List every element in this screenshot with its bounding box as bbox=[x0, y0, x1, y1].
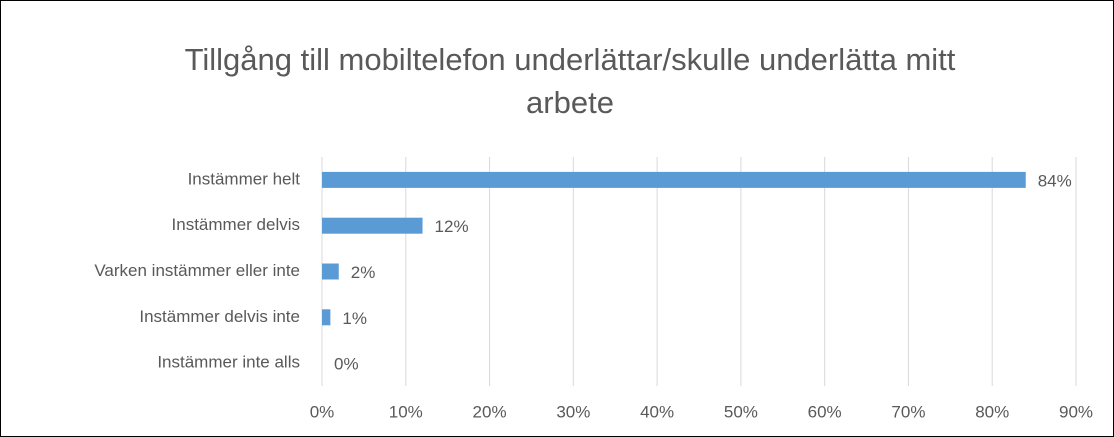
data-label: 1% bbox=[342, 309, 367, 328]
x-tick-label: 30% bbox=[556, 402, 590, 421]
x-tick-label: 50% bbox=[724, 402, 758, 421]
x-tick-label: 20% bbox=[473, 402, 507, 421]
bar bbox=[322, 217, 423, 234]
x-tick-label: 10% bbox=[389, 402, 423, 421]
x-tick-label: 60% bbox=[808, 402, 842, 421]
data-label: 12% bbox=[435, 217, 469, 236]
bar bbox=[322, 263, 339, 280]
y-tick-label: Varken instämmer eller inte bbox=[94, 261, 300, 280]
bar bbox=[322, 171, 1026, 188]
x-tick-label: 90% bbox=[1059, 402, 1093, 421]
y-tick-label: Instämmer delvis bbox=[172, 215, 300, 234]
data-label: 2% bbox=[351, 263, 376, 282]
y-tick-label: Instämmer inte alls bbox=[157, 353, 300, 372]
x-tick-label: 40% bbox=[640, 402, 674, 421]
x-tick-label: 80% bbox=[975, 402, 1009, 421]
x-tick-label: 0% bbox=[310, 402, 335, 421]
data-label: 84% bbox=[1038, 171, 1072, 190]
x-tick-label: 70% bbox=[891, 402, 925, 421]
y-tick-label: Instämmer delvis inte bbox=[139, 307, 300, 326]
bar bbox=[322, 309, 331, 326]
y-tick-label: Instämmer helt bbox=[188, 169, 301, 188]
chart-title: Tillgång till mobiltelefon underlättar/s… bbox=[184, 42, 956, 120]
data-label: 0% bbox=[334, 355, 359, 374]
